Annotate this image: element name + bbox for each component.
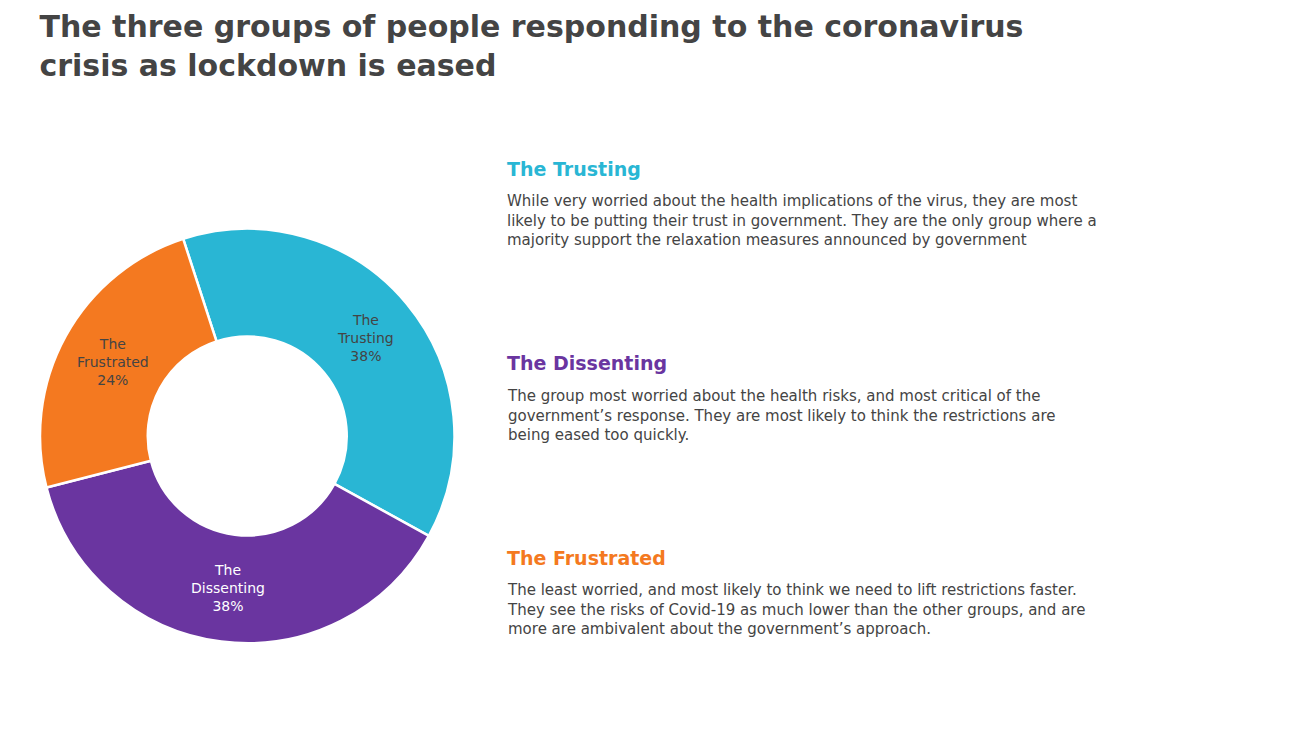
svg-text:TheFrustrated24%: TheFrustrated24% bbox=[77, 336, 149, 388]
svg-text:TheTrusting38%: TheTrusting38% bbox=[337, 312, 394, 364]
svg-text:The three groups of people res: The three groups of people responding to… bbox=[39, 9, 1023, 83]
svg-text:TheDissenting38%: TheDissenting38% bbox=[191, 562, 265, 614]
svg-text:While very worried about the h: While very worried about the health impl… bbox=[507, 192, 1097, 249]
svg-text:The Frustrated: The Frustrated bbox=[507, 547, 666, 569]
svg-text:The least worried, and most li: The least worried, and most likely to th… bbox=[507, 581, 1085, 638]
svg-text:The Trusting: The Trusting bbox=[507, 158, 641, 180]
svg-text:The Dissenting: The Dissenting bbox=[507, 352, 667, 374]
svg-text:The group most worried about t: The group most worried about the health … bbox=[507, 387, 1055, 444]
